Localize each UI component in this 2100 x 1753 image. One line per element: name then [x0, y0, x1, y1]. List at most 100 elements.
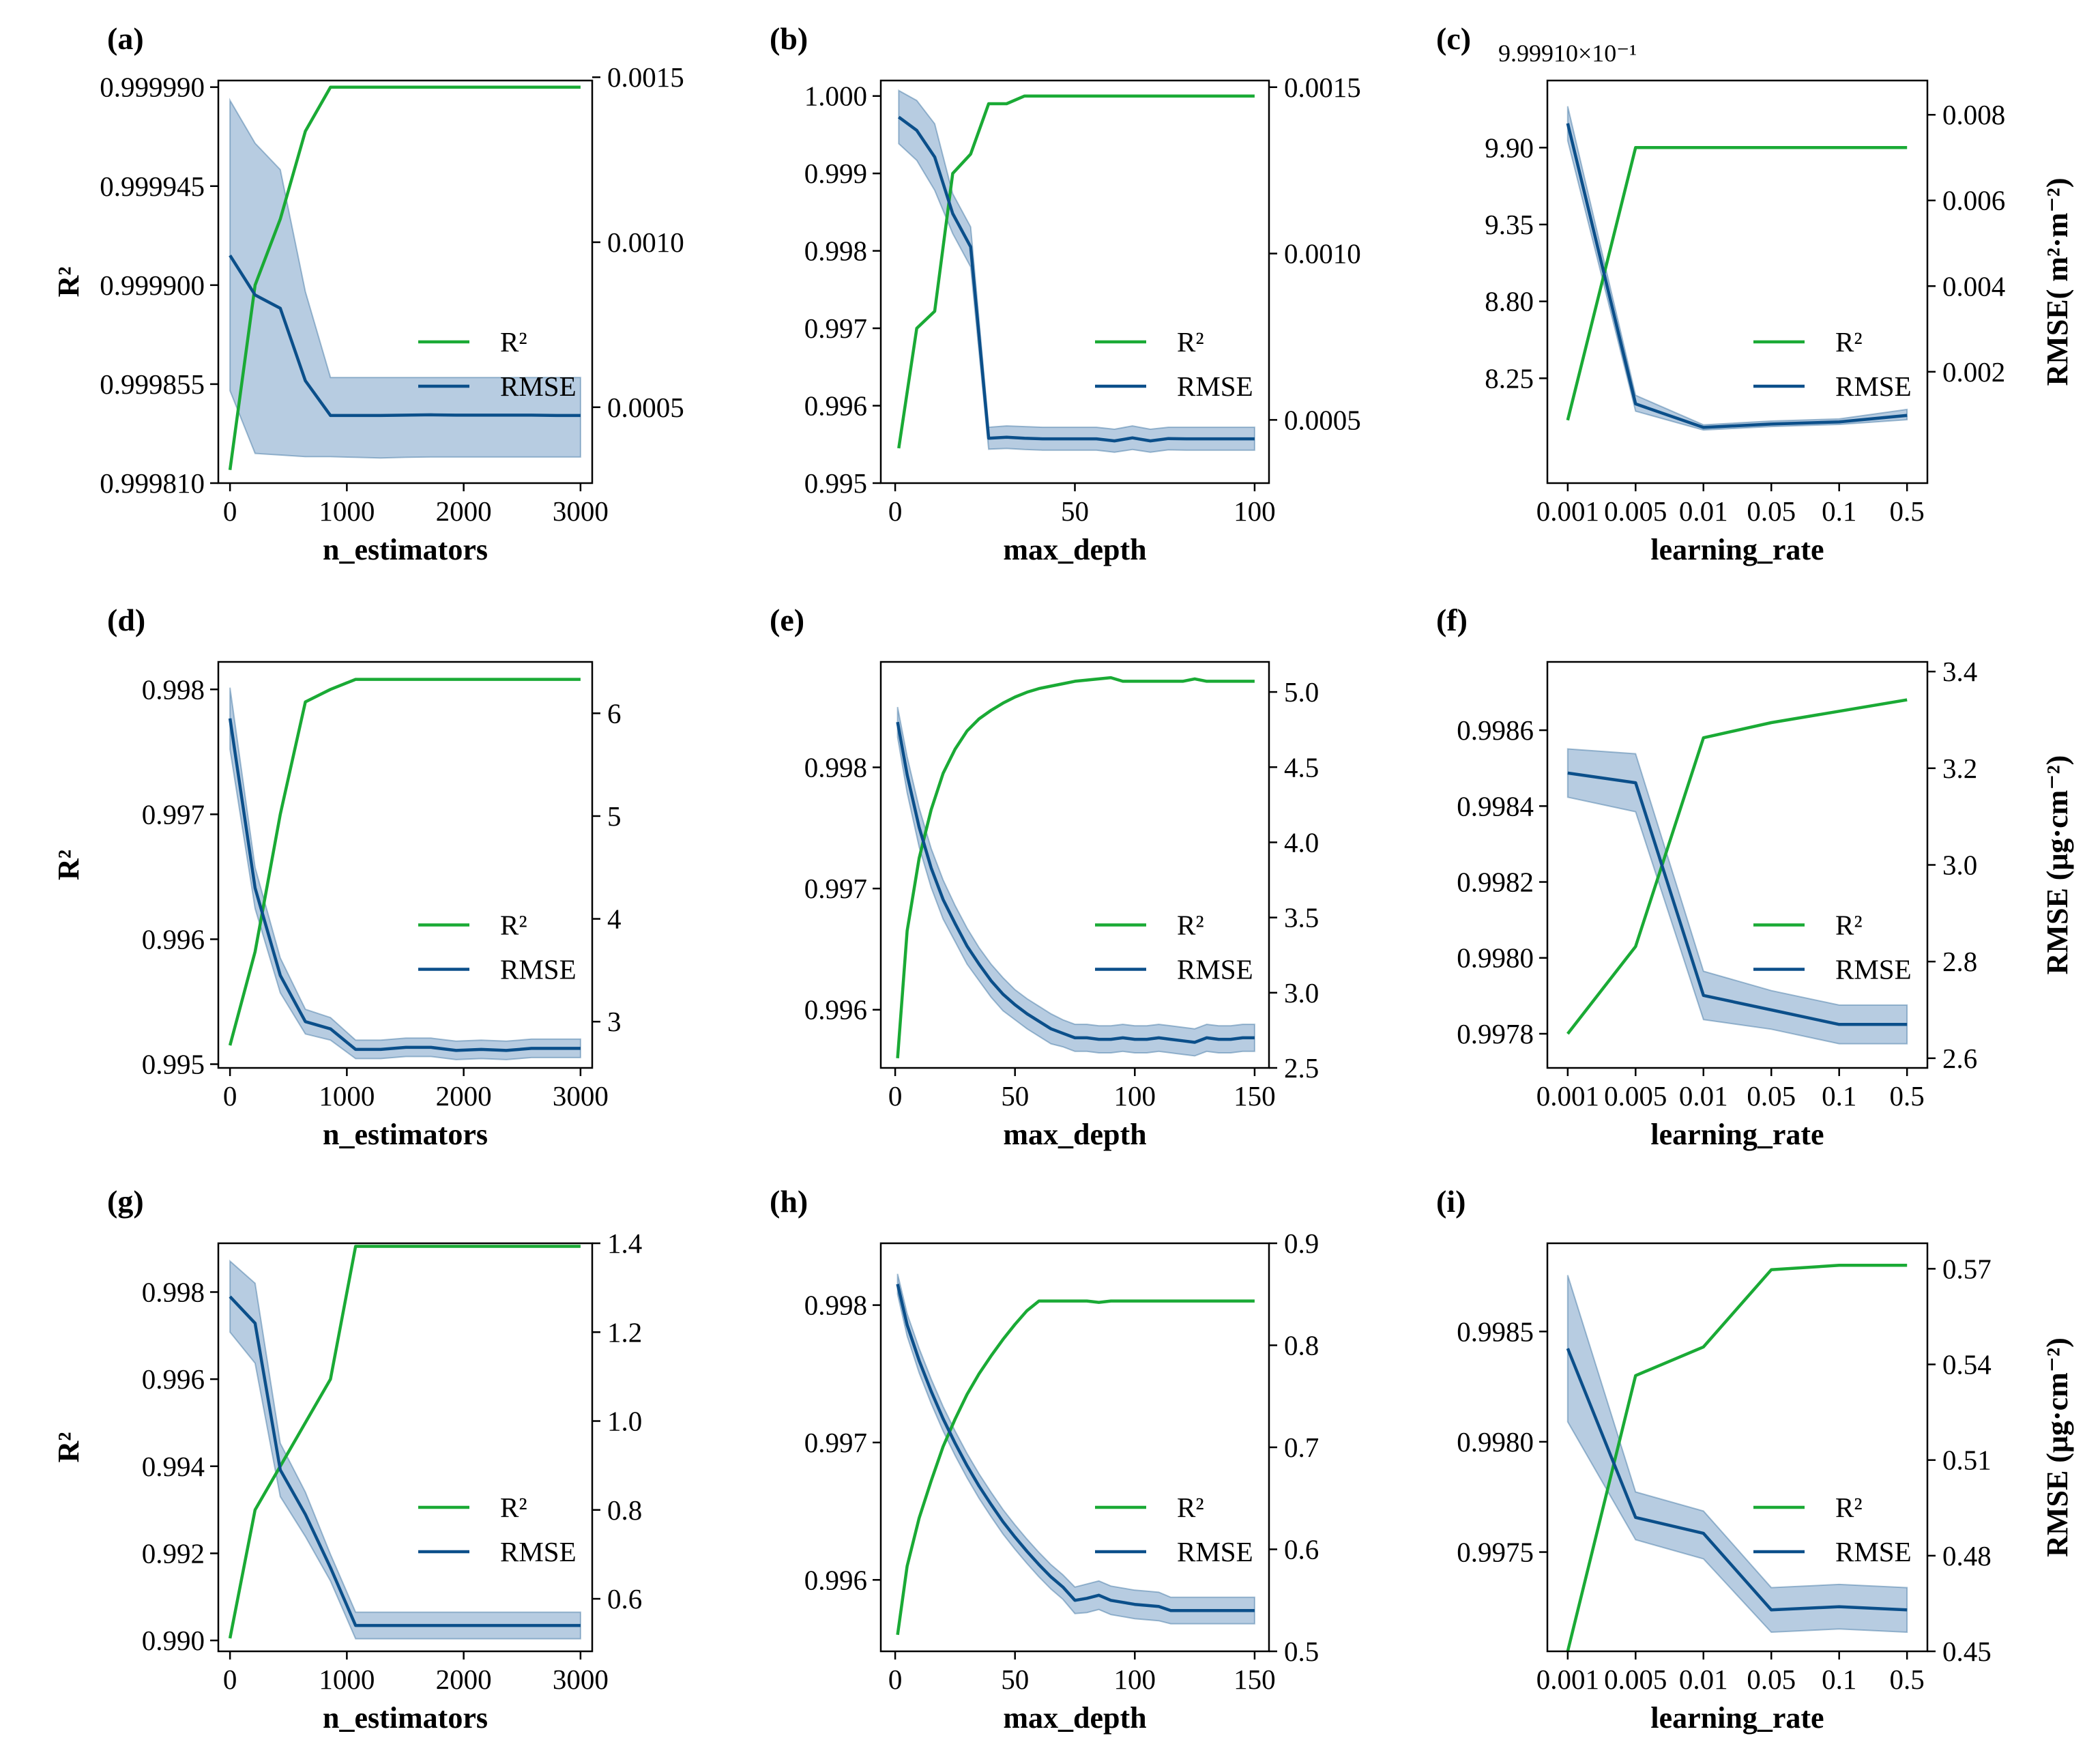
y-tick-label: 0.995	[804, 467, 867, 499]
y2-tick-label: 3.0	[1942, 850, 1977, 881]
x-tick-label: 0.001	[1536, 1080, 1599, 1112]
rmse-line	[896, 1284, 1255, 1612]
y-tick-label: 0.998	[804, 752, 867, 783]
x-tick-label: 1000	[319, 1080, 375, 1112]
x-tick-label: 100	[1234, 495, 1276, 527]
y-tick-label: 0.998	[804, 235, 867, 267]
y2-axis-label: RMSE( m²·m⁻²)	[2041, 177, 2074, 386]
x-tick-label: 2000	[436, 495, 492, 527]
y2-tick-label: 3.0	[1284, 977, 1319, 1009]
legend-r2-label: R²	[1835, 1492, 1863, 1523]
y-tick-label: 0.9985	[1457, 1316, 1534, 1347]
panel-label: (g)	[107, 1184, 144, 1219]
panel-d: 0 1000 2000 3000 0.995 0.996 0.997 0.998 3 4 5 6 n_e…	[52, 603, 622, 1151]
axes-frame	[217, 1242, 594, 1653]
y2-tick-label: 6	[607, 697, 622, 729]
rmse-line	[896, 721, 1255, 1044]
rmse-band	[1566, 748, 1908, 1045]
y2-tick-label: 2.6	[1942, 1043, 1977, 1074]
x-tick-label: 150	[1234, 1664, 1276, 1695]
x-axis-label: max_depth	[1003, 1118, 1146, 1151]
legend-r2-label: R²	[1835, 326, 1863, 358]
panel-i: 0.001 0.005 0.01 0.05 0.1 0.5 0.9975 0.9980 0.99…	[1436, 1184, 2074, 1735]
x-tick-label: 50	[1001, 1080, 1029, 1112]
x-axis-label: learning_rate	[1650, 533, 1824, 566]
y-tick-label: 0.9984	[1457, 790, 1534, 822]
y2-tick-label: 0.6	[1284, 1534, 1319, 1565]
x-tick-label: 0.1	[1822, 1664, 1856, 1695]
y-tick-label: 0.9980	[1457, 1426, 1534, 1458]
legend-r2-label: R²	[1177, 326, 1204, 358]
y-tick-label: 0.994	[142, 1451, 205, 1482]
rmse-band	[896, 1273, 1255, 1625]
y2-tick-label: 0.006	[1942, 185, 2005, 216]
y2-tick-label: 0.51	[1942, 1445, 1992, 1476]
panel-label: (e)	[770, 603, 804, 637]
x-tick-label: 0	[223, 1080, 237, 1112]
x-tick-label: 100	[1114, 1080, 1156, 1112]
axes-frame	[879, 661, 1270, 1069]
x-axis-label: learning_rate	[1650, 1118, 1824, 1151]
y2-tick-label: 5	[607, 800, 622, 832]
r2-line	[228, 1245, 581, 1639]
x-axis-label: max_depth	[1003, 1701, 1146, 1735]
offset-text: 9.99910×10⁻¹	[1498, 40, 1637, 67]
y2-tick-label: 0.008	[1942, 99, 2005, 130]
y2-tick-label: 1.2	[607, 1316, 642, 1348]
legend-rmse-label: RMSE	[1177, 371, 1253, 402]
x-axis-label: n_estimators	[323, 1118, 488, 1151]
y-tick-label: 0.9982	[1457, 867, 1534, 898]
x-tick-label: 1000	[319, 495, 375, 527]
y2-tick-label: 0.7	[1284, 1432, 1319, 1463]
rmse-band	[1566, 1275, 1908, 1634]
rmse-line	[229, 255, 581, 418]
y2-tick-label: 3.5	[1284, 902, 1319, 933]
x-tick-label: 0	[888, 495, 903, 527]
legend-r2-label: R²	[500, 1492, 527, 1523]
r2-line	[896, 1299, 1255, 1636]
x-tick-label: 0.5	[1890, 495, 1925, 527]
y2-tick-label: 0.0005	[607, 392, 684, 423]
y-tick-label: 8.25	[1485, 362, 1534, 394]
y2-tick-label: 0.6	[607, 1583, 642, 1614]
rmse-band	[229, 1259, 581, 1640]
y2-tick-label: 0.0010	[1284, 238, 1361, 270]
y-tick-label: 0.990	[142, 1625, 205, 1656]
legend-r2-label: R²	[500, 910, 527, 941]
x-tick-label: 0.001	[1536, 1664, 1599, 1695]
legend-rmse-label: RMSE	[500, 954, 577, 985]
y2-tick-label: 0.8	[607, 1494, 642, 1526]
y2-tick-label: 4	[607, 903, 622, 935]
x-tick-label: 3000	[553, 495, 609, 527]
y-tick-label: 0.995	[142, 1049, 205, 1080]
x-tick-label: 150	[1234, 1080, 1276, 1112]
x-axis-label: max_depth	[1003, 533, 1146, 566]
y2-tick-label: 3	[607, 1006, 622, 1037]
r2-line	[897, 94, 1255, 449]
y2-tick-label: 0.9	[1284, 1228, 1319, 1259]
y-tick-label: 1.000	[804, 81, 867, 112]
y-axis-label: R²	[52, 267, 85, 298]
x-tick-label: 50	[1061, 495, 1089, 527]
y-tick-label: 0.997	[142, 798, 205, 830]
y-tick-label: 0.9980	[1457, 942, 1534, 974]
rmse-band	[229, 98, 581, 459]
legend-rmse-label: RMSE	[1835, 371, 1912, 402]
y-tick-label: 0.9986	[1457, 714, 1534, 746]
rmse-band	[229, 687, 581, 1060]
panel-h: 0 50 100 150 0.996 0.997 0.998 0.5 0.6 0.7 0.8 0.9 m…	[770, 1184, 1319, 1735]
y2-tick-label: 0.8	[1284, 1330, 1319, 1361]
y-tick-label: 0.9975	[1457, 1537, 1534, 1568]
legend-rmse-label: RMSE	[1177, 1536, 1253, 1567]
y-tick-label: 0.9978	[1457, 1018, 1534, 1049]
y2-axis-label: RMSE (μg·cm⁻²)	[2041, 755, 2074, 975]
x-tick-label: 0	[223, 495, 237, 527]
legend-r2-label: R²	[500, 326, 527, 358]
legend-rmse-label: RMSE	[1835, 1536, 1912, 1567]
y-tick-label: 8.80	[1485, 286, 1534, 317]
legend-rmse-label: RMSE	[500, 1536, 577, 1567]
y2-tick-label: 0.0015	[1284, 72, 1361, 103]
rmse-band	[898, 89, 1255, 453]
x-tick-label: 0	[888, 1664, 903, 1695]
legend-rmse-label: RMSE	[500, 371, 577, 402]
